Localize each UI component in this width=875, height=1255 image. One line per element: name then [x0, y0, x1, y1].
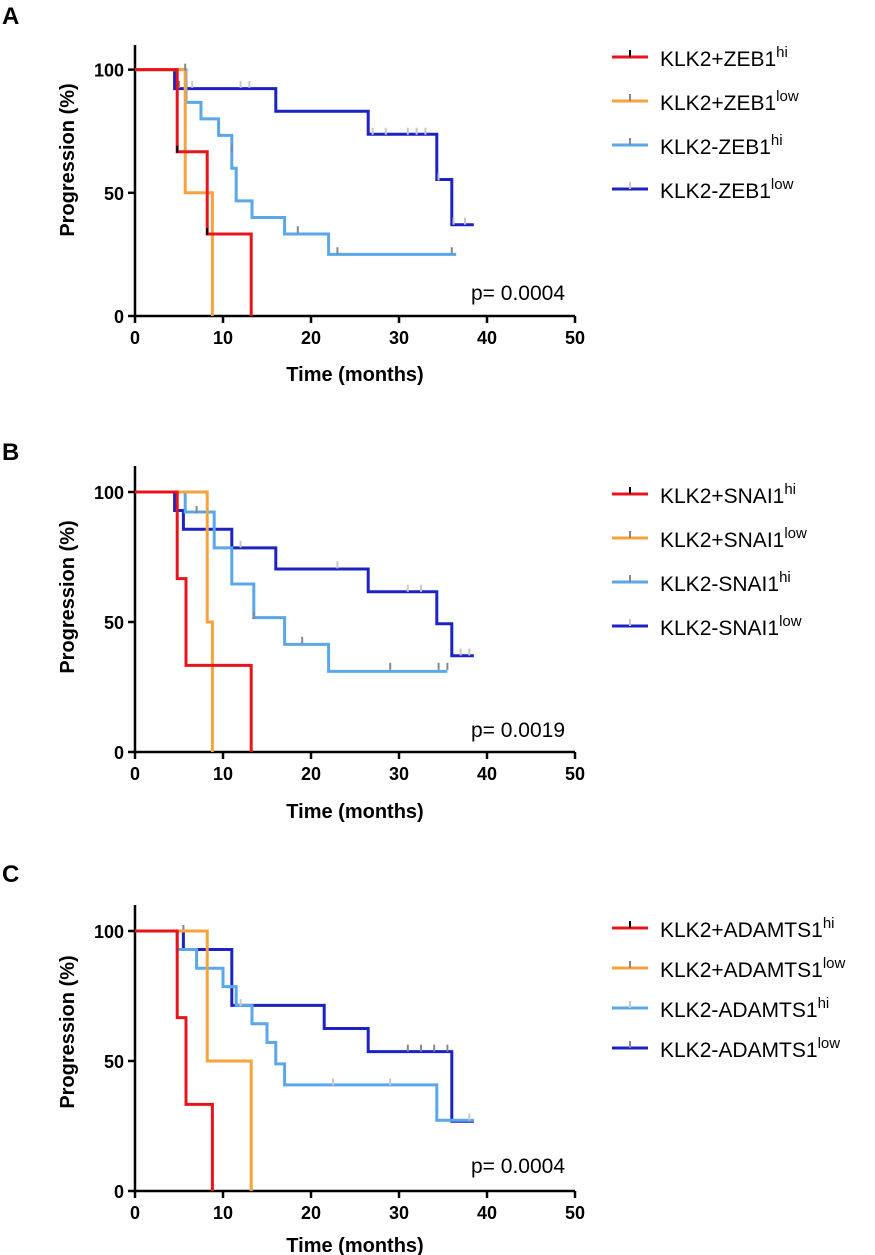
legend-label: KLK2-ADAMTS1low — [660, 1035, 840, 1062]
p-value: p= 0.0004 — [471, 1155, 565, 1178]
x-axis-label: Time (months) — [286, 801, 423, 823]
km-curve-klk2-adamts1-low — [135, 929, 253, 1191]
km-curve-klk2-snai1-low — [135, 490, 474, 658]
panel-letter: A — [2, 3, 19, 30]
legend-item: KLK2+ZEB1low — [612, 88, 799, 115]
legend-label: KLK2+ZEB1low — [660, 88, 799, 115]
x-tick-label: 50 — [565, 328, 585, 348]
panel-c: C Progression (%) Time (months) p= 0.000… — [2, 861, 846, 1255]
p-value: p= 0.0004 — [471, 282, 565, 305]
legend-label: KLK2-SNAI1hi — [660, 569, 791, 596]
x-tick-label: 50 — [565, 1203, 585, 1223]
km-curve-klk2-zeb1-hi — [135, 68, 457, 256]
y-tick-label: 50 — [104, 613, 124, 633]
legend-item: KLK2+ADAMTS1low — [612, 955, 846, 982]
km-curve-klk2-adamts1-hi — [135, 929, 474, 1122]
legend-label: KLK2+ADAMTS1hi — [660, 915, 835, 942]
panel-a: A Progression (%) Time (months) p= 0.000… — [2, 3, 799, 386]
x-tick-label: 20 — [301, 1203, 321, 1223]
legend-label: KLK2-ZEB1hi — [660, 132, 783, 159]
x-tick-label: 30 — [389, 764, 409, 784]
plot-area — [135, 63, 474, 316]
legend-item: KLK2-ZEB1low — [612, 176, 794, 203]
km-curve-klk2-snai1-hi — [135, 490, 253, 752]
x-tick-label: 30 — [389, 1203, 409, 1223]
legend-label: KLK2+ADAMTS1low — [660, 955, 846, 982]
x-tick-label: 40 — [477, 328, 497, 348]
x-tick-label: 10 — [213, 328, 233, 348]
x-tick-label: 10 — [213, 1203, 233, 1223]
legend-label: KLK2+ZEB1hi — [660, 44, 788, 71]
legend-label: KLK2+SNAI1low — [660, 525, 807, 552]
axes: 0 10 20 30 40 50 0 50 100 — [94, 466, 585, 784]
plot-area — [135, 925, 474, 1191]
y-tick-label: 100 — [94, 61, 124, 81]
legend: KLK2+ZEB1hi KLK2+ZEB1low KLK2-ZEB1hi KLK2-Z… — [612, 44, 799, 203]
legend-item: KLK2-ADAMTS1low — [612, 1035, 840, 1062]
y-tick-label: 100 — [94, 483, 124, 503]
x-axis-label: Time (months) — [286, 1235, 423, 1255]
legend-item: KLK2-SNAI1low — [612, 613, 802, 640]
legend-item: KLK2-ZEB1hi — [612, 132, 783, 159]
km-curve-klk2-snai1-low — [135, 490, 214, 752]
legend-item: KLK2+ADAMTS1hi — [612, 915, 835, 942]
legend-item: KLK2+SNAI1low — [612, 525, 807, 552]
y-tick-label: 100 — [94, 922, 124, 942]
legend-item: KLK2-SNAI1hi — [612, 569, 791, 596]
y-tick-label: 0 — [114, 1182, 124, 1202]
x-tick-label: 50 — [565, 764, 585, 784]
legend-label: KLK2+SNAI1hi — [660, 481, 796, 508]
panel-letter: B — [2, 439, 19, 466]
km-curve-klk2-zeb1-hi — [135, 68, 253, 316]
legend-item: KLK2+ZEB1hi — [612, 44, 788, 71]
x-tick-label: 20 — [301, 328, 321, 348]
legend-item: KLK2+SNAI1hi — [612, 481, 796, 508]
km-curve-klk2-zeb1-low — [135, 68, 474, 227]
axes: 0 10 20 30 40 50 0 50 100 — [94, 905, 585, 1223]
x-axis-label: Time (months) — [286, 364, 423, 386]
p-value: p= 0.0019 — [471, 719, 565, 742]
x-tick-label: 40 — [477, 764, 497, 784]
x-tick-label: 40 — [477, 1203, 497, 1223]
x-tick-label: 0 — [130, 328, 140, 348]
legend-label: KLK2-SNAI1low — [660, 613, 802, 640]
x-tick-label: 20 — [301, 764, 321, 784]
legend-label: KLK2-ADAMTS1hi — [660, 995, 829, 1022]
y-tick-label: 50 — [104, 1052, 124, 1072]
km-curve-klk2-adamts1-low — [135, 929, 474, 1123]
plot-area — [135, 490, 474, 752]
legend-item: KLK2-ADAMTS1hi — [612, 995, 829, 1022]
x-tick-label: 0 — [130, 764, 140, 784]
panel-letter: C — [2, 861, 19, 888]
x-tick-label: 10 — [213, 764, 233, 784]
y-axis-label: Progression (%) — [57, 83, 79, 236]
y-tick-label: 50 — [104, 184, 124, 204]
y-axis-label: Progression (%) — [57, 520, 79, 673]
legend-label: KLK2-ZEB1low — [660, 176, 794, 203]
y-tick-label: 0 — [114, 307, 124, 327]
km-curve-klk2-snai1-hi — [135, 490, 448, 673]
legend: KLK2+ADAMTS1hi KLK2+ADAMTS1low KLK2-ADAMTS… — [612, 915, 846, 1062]
axes: 0 10 20 30 40 50 0 50 100 — [94, 45, 585, 348]
x-tick-label: 30 — [389, 328, 409, 348]
panel-b: B Progression (%) Time (months) p= 0.001… — [2, 439, 807, 823]
x-tick-label: 0 — [130, 1203, 140, 1223]
y-tick-label: 0 — [114, 743, 124, 763]
km-curve-klk2-adamts1-hi — [135, 929, 214, 1191]
legend: KLK2+SNAI1hi KLK2+SNAI1low KLK2-SNAI1hi KLK… — [612, 481, 807, 640]
y-axis-label: Progression (%) — [57, 955, 79, 1108]
